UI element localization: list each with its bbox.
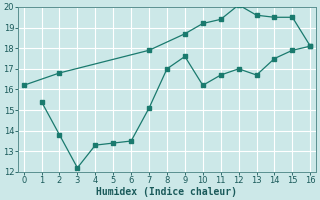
X-axis label: Humidex (Indice chaleur): Humidex (Indice chaleur) — [97, 186, 237, 197]
